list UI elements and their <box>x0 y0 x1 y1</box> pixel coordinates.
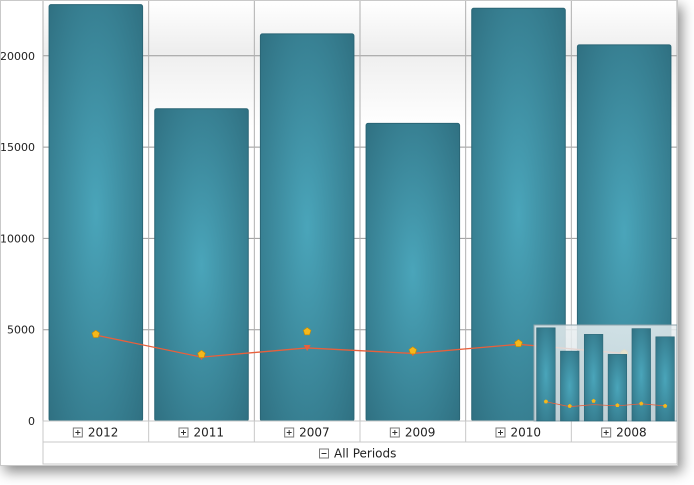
category-label[interactable]: 2011 <box>194 426 225 440</box>
y-tick-label: 15000 <box>1 141 35 154</box>
category-label[interactable]: 2010 <box>511 426 542 440</box>
plus-box-icon[interactable] <box>72 427 83 438</box>
thumb-bar <box>631 328 651 422</box>
footer-label[interactable]: All Periods <box>334 447 396 461</box>
y-tick-label: 10000 <box>1 232 35 245</box>
plus-box-icon[interactable] <box>178 427 189 438</box>
category-label[interactable]: 2007 <box>299 426 330 440</box>
plus-box-icon[interactable] <box>284 427 295 438</box>
thumb-marker <box>591 398 596 403</box>
thumb-bar <box>536 327 556 422</box>
plus-box-icon[interactable] <box>495 427 506 438</box>
marker-point[interactable] <box>303 327 312 336</box>
y-axis: 0 5000 10000 15000 20000 <box>1 50 35 428</box>
bar-2011[interactable] <box>154 108 249 422</box>
thumb-marker <box>639 401 644 406</box>
category-label[interactable]: 2009 <box>405 426 436 440</box>
bar-2007[interactable] <box>259 33 355 422</box>
thumb-line <box>545 401 666 408</box>
thumb-marker <box>543 399 548 404</box>
thumb-marker <box>567 403 572 408</box>
bar-2012[interactable] <box>48 4 144 422</box>
thumb-bar <box>655 336 675 422</box>
minus-box-icon[interactable] <box>319 448 329 459</box>
y-tick-label: 5000 <box>7 324 35 337</box>
plus-box-icon[interactable] <box>601 427 612 438</box>
bar-2009[interactable] <box>365 122 461 422</box>
y-tick-label: 0 <box>28 415 35 428</box>
thumb-bar <box>607 354 628 422</box>
marker-point[interactable] <box>197 349 206 358</box>
marker-point[interactable] <box>91 329 100 338</box>
thumb-marker <box>615 403 620 407</box>
thumb-marker <box>663 403 668 408</box>
overview-thumbnail[interactable] <box>533 324 677 422</box>
y-tick-label: 20000 <box>1 50 35 63</box>
category-label[interactable]: 2012 <box>88 426 119 440</box>
marker-point[interactable] <box>514 339 523 347</box>
thumb-bar <box>560 350 580 422</box>
marker-point[interactable] <box>408 346 417 355</box>
chart-frame: 0 5000 10000 15000 20000 2012 2011 2007 2009 201… <box>0 0 678 466</box>
category-axis: 2012 2011 2007 2009 2010 2008 All Periods <box>42 420 677 465</box>
line-point[interactable] <box>303 344 311 351</box>
plus-box-icon[interactable] <box>389 427 400 438</box>
thumb-bar <box>583 334 604 422</box>
category-label[interactable]: 2008 <box>616 426 647 440</box>
